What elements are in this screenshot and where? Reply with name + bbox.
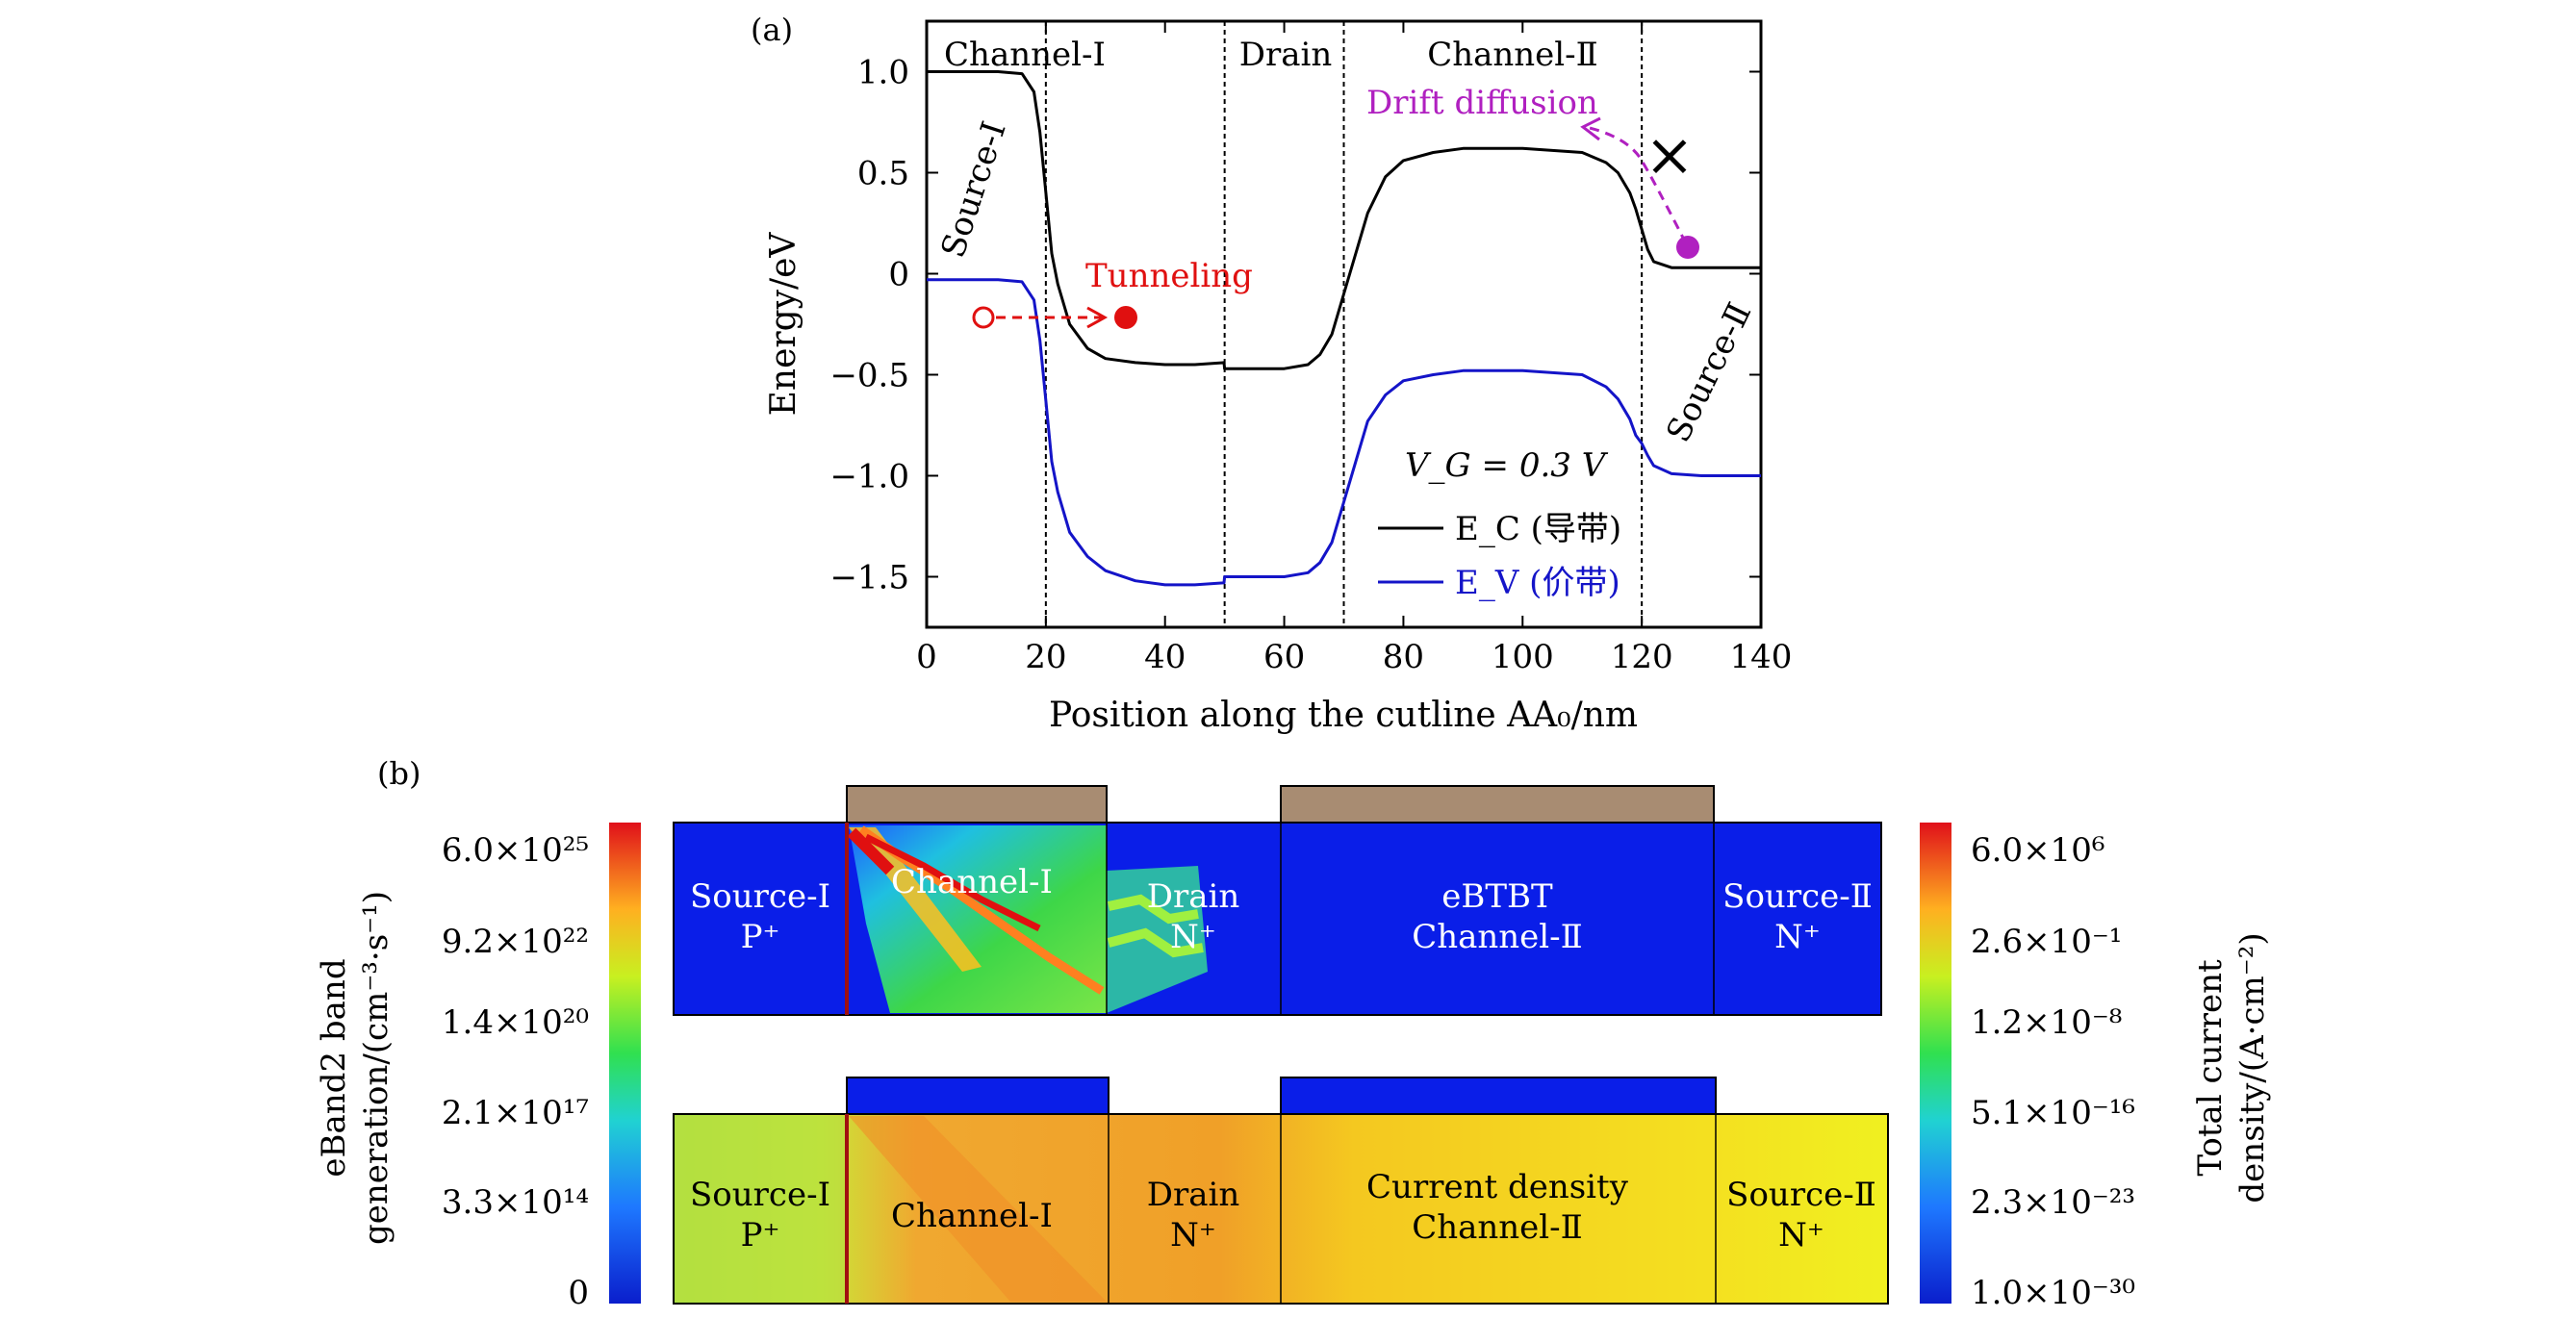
- top-region-label: eBTBT: [1441, 877, 1553, 916]
- colorbar-left-tick: 3.3×10¹⁴: [442, 1183, 589, 1222]
- colorbar-right-tick: 1.2×10⁻⁸: [1971, 1003, 2122, 1042]
- blocked-cross-icon: ×: [1645, 119, 1695, 190]
- colorbar-right-tick: 2.6×10⁻¹: [1971, 923, 2122, 961]
- x-axis-title: Position along the cutline AA₀/nm: [1049, 696, 1638, 735]
- x-tick-label: 20: [1025, 638, 1066, 676]
- colorbar-left-tick: 1.4×10²⁰: [442, 1003, 589, 1042]
- colorbar-left-tick: 2.1×10¹⁷: [442, 1094, 589, 1132]
- colorbar-left: [609, 823, 641, 1304]
- y-tick-label: 0: [888, 256, 909, 294]
- top-region-label: Drain: [1147, 877, 1240, 916]
- tunnel-electron: [1114, 306, 1137, 329]
- top-drain-band-1: [1107, 894, 1199, 925]
- region-label-channel-2: Channel-Ⅱ: [1427, 36, 1598, 74]
- top-region-label: Source-Ⅰ: [690, 877, 830, 916]
- colorbar-left-tick: 6.0×10²⁵: [442, 831, 589, 870]
- x-tick-label: 0: [916, 638, 937, 676]
- top-drain-band-2: [1107, 927, 1204, 958]
- top-region-label: N⁺: [1774, 918, 1821, 956]
- colorbar-left-title: eBand2 band: [315, 958, 353, 1177]
- y-tick-label: −1.0: [829, 458, 909, 496]
- annotation-tunneling: Tunneling: [1085, 257, 1253, 295]
- y-tick-label: 0.5: [857, 155, 909, 193]
- bottom-region-label: Channel-Ⅰ: [891, 1197, 1053, 1235]
- top-region-label: Source-Ⅱ: [1722, 877, 1873, 916]
- bottom-region-label: Drain: [1147, 1176, 1240, 1214]
- colorbar-right-tick: 2.3×10⁻²³: [1971, 1183, 2135, 1222]
- bottom-gate-2: [1280, 1077, 1717, 1115]
- legend-label-ev: E_V (价带): [1455, 564, 1620, 602]
- side-label-source-2: Source-Ⅱ: [1659, 296, 1759, 447]
- colorbar-left-title: generation/(cm⁻³·s⁻¹): [357, 891, 395, 1245]
- energy-band-chart: 0 20 40 60 80 100 120 140 1.0 0.5 0 −0.5 −1.0 −1.5 C…: [764, 19, 1793, 735]
- colorbar-left-tick: 0: [568, 1274, 589, 1312]
- bottom-region-label: N⁺: [1778, 1216, 1824, 1255]
- drift-arrowhead: [1580, 116, 1601, 141]
- bottom-region-label: Source-Ⅱ: [1726, 1176, 1876, 1214]
- x-tick-label: 100: [1492, 638, 1554, 676]
- colorbar-right-tick: 1.0×10⁻³⁰: [1971, 1274, 2135, 1312]
- panel-a-label: (a): [751, 12, 793, 48]
- series-line-ec: [927, 70, 1761, 370]
- tunnel-arrowhead: [1086, 306, 1109, 329]
- annotation-drift-diffusion: Drift diffusion: [1366, 84, 1598, 122]
- x-tick-label: 140: [1730, 638, 1793, 676]
- top-region-label: Channel-Ⅱ: [1412, 918, 1583, 956]
- y-axis-title: Energy/eV: [764, 232, 803, 417]
- y-tick-label: −0.5: [829, 357, 909, 395]
- gate-voltage-label: V_G = 0.3 V: [1405, 446, 1609, 485]
- x-tick-label: 120: [1611, 638, 1673, 676]
- top-tunnel-band-2: [864, 833, 1041, 932]
- top-gate-1: [846, 785, 1108, 824]
- tunnel-hole: [972, 306, 995, 329]
- colorbar-left-tick: 9.2×10²²: [442, 923, 589, 961]
- top-region-label: N⁺: [1170, 918, 1216, 956]
- top-region-label: Channel-Ⅰ: [891, 863, 1053, 901]
- colorbar-right: [1920, 823, 1951, 1304]
- colorbar-right-title: Total current: [2191, 959, 2230, 1177]
- drift-electron: [1676, 236, 1699, 259]
- bottom-channel1-shade: [849, 1116, 1107, 1302]
- bottom-gate-1: [846, 1077, 1109, 1115]
- x-tick-label: 60: [1263, 638, 1305, 676]
- y-tick-label: −1.5: [829, 559, 909, 597]
- drift-arrow: [1585, 125, 1688, 244]
- x-tick-label: 80: [1383, 638, 1424, 676]
- heatmap-panel: 6.0×10²⁵ 9.2×10²² 1.4×10²⁰ 2.1×10¹⁷ 3.3×…: [315, 785, 2272, 1312]
- top-tunnel-band-3: [847, 827, 895, 875]
- top-channel1-field: [849, 825, 1107, 1013]
- series-line-ev: [927, 278, 1761, 587]
- colorbar-right-title: density/(A·cm⁻²): [2233, 932, 2272, 1203]
- region-label-channel-1: Channel-Ⅰ: [944, 36, 1106, 74]
- bottom-region-label: Source-Ⅰ: [690, 1176, 830, 1214]
- side-label-source-1: Source-Ⅰ: [934, 117, 1014, 263]
- bottom-region-label: P⁺: [741, 1216, 780, 1255]
- colorbar-right-tick: 6.0×10⁶: [1971, 831, 2104, 870]
- x-tick-label: 40: [1144, 638, 1186, 676]
- bottom-region-label: Current density: [1366, 1168, 1629, 1206]
- y-tick-label: 1.0: [857, 54, 909, 92]
- legend-label-ec: E_C (导带): [1455, 510, 1621, 548]
- bottom-source-shade: [676, 1116, 847, 1302]
- region-label-drain: Drain: [1239, 36, 1333, 74]
- bottom-region-label: Channel-Ⅱ: [1412, 1208, 1583, 1247]
- bottom-region-label: N⁺: [1170, 1216, 1216, 1255]
- colorbar-right-tick: 5.1×10⁻¹⁶: [1971, 1094, 2135, 1132]
- top-gate-2: [1280, 785, 1715, 824]
- top-region-label: P⁺: [741, 918, 780, 956]
- panel-b-label: (b): [377, 755, 421, 792]
